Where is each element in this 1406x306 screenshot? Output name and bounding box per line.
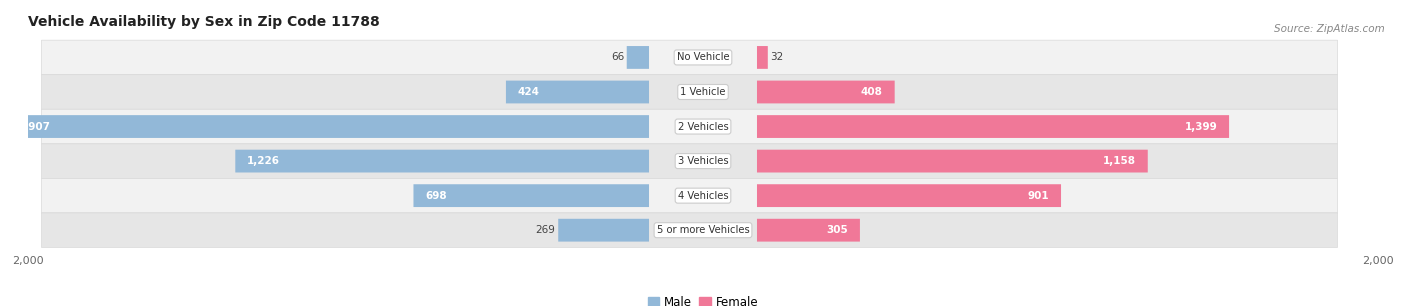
Text: 1,399: 1,399 bbox=[1184, 121, 1218, 132]
FancyBboxPatch shape bbox=[42, 40, 1337, 75]
FancyBboxPatch shape bbox=[756, 80, 894, 103]
Text: 1,907: 1,907 bbox=[17, 121, 51, 132]
Text: No Vehicle: No Vehicle bbox=[676, 52, 730, 62]
Text: 1,226: 1,226 bbox=[247, 156, 280, 166]
FancyBboxPatch shape bbox=[756, 115, 1229, 138]
Text: 424: 424 bbox=[517, 87, 540, 97]
FancyBboxPatch shape bbox=[506, 80, 650, 103]
Text: 4 Vehicles: 4 Vehicles bbox=[678, 191, 728, 201]
FancyBboxPatch shape bbox=[756, 184, 1062, 207]
FancyBboxPatch shape bbox=[42, 213, 1337, 248]
Text: Vehicle Availability by Sex in Zip Code 11788: Vehicle Availability by Sex in Zip Code … bbox=[28, 15, 380, 28]
Text: 305: 305 bbox=[827, 225, 848, 235]
FancyBboxPatch shape bbox=[235, 150, 650, 173]
Text: 3 Vehicles: 3 Vehicles bbox=[678, 156, 728, 166]
Legend: Male, Female: Male, Female bbox=[643, 291, 763, 306]
FancyBboxPatch shape bbox=[42, 144, 1337, 178]
Text: 5 or more Vehicles: 5 or more Vehicles bbox=[657, 225, 749, 235]
Text: 901: 901 bbox=[1028, 191, 1049, 201]
Text: Source: ZipAtlas.com: Source: ZipAtlas.com bbox=[1274, 24, 1385, 35]
Text: 408: 408 bbox=[860, 87, 883, 97]
FancyBboxPatch shape bbox=[756, 219, 860, 242]
FancyBboxPatch shape bbox=[42, 109, 1337, 144]
Text: 66: 66 bbox=[610, 52, 624, 62]
FancyBboxPatch shape bbox=[413, 184, 650, 207]
FancyBboxPatch shape bbox=[756, 150, 1147, 173]
FancyBboxPatch shape bbox=[756, 46, 768, 69]
Text: 1,158: 1,158 bbox=[1102, 156, 1136, 166]
Text: 269: 269 bbox=[536, 225, 555, 235]
Text: 698: 698 bbox=[425, 191, 447, 201]
FancyBboxPatch shape bbox=[42, 75, 1337, 109]
FancyBboxPatch shape bbox=[627, 46, 650, 69]
Text: 32: 32 bbox=[770, 52, 783, 62]
Text: 2 Vehicles: 2 Vehicles bbox=[678, 121, 728, 132]
FancyBboxPatch shape bbox=[6, 115, 650, 138]
Text: 1 Vehicle: 1 Vehicle bbox=[681, 87, 725, 97]
FancyBboxPatch shape bbox=[42, 178, 1337, 213]
FancyBboxPatch shape bbox=[558, 219, 650, 242]
